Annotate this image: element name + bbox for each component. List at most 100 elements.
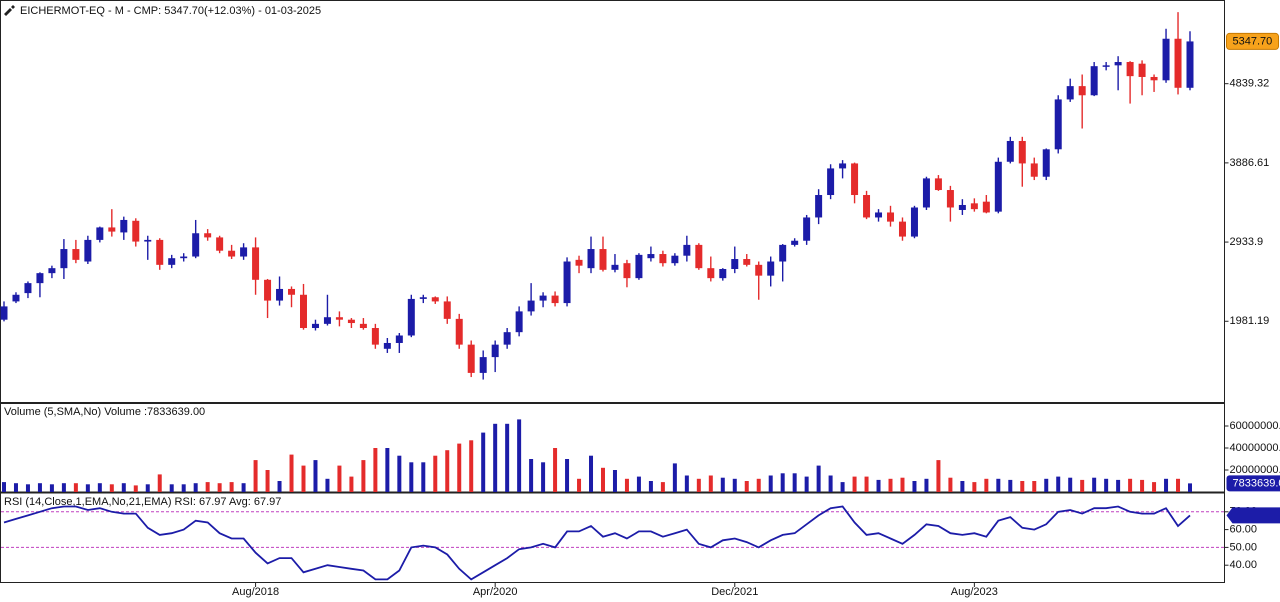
volume-bar [385, 448, 390, 492]
candle-body [264, 279, 272, 301]
candle-body [503, 332, 511, 345]
candle-body [276, 288, 284, 301]
candle-body [216, 237, 224, 251]
candle-body [120, 219, 128, 233]
candle-body [407, 298, 415, 336]
volume-bar [948, 477, 953, 492]
candle-body [659, 254, 667, 264]
volume-bar [181, 484, 186, 492]
candle-body [587, 249, 595, 269]
volume-bar [277, 481, 282, 492]
volume-bar [193, 483, 198, 492]
volume-bar [517, 419, 522, 492]
candle-body [695, 244, 703, 269]
volume-bar [1176, 478, 1181, 492]
candle-body [887, 212, 895, 222]
candle-body [623, 263, 631, 279]
candle-body [252, 247, 260, 280]
volume-bar [996, 478, 1001, 492]
candle-body [1162, 38, 1170, 81]
candle-body [36, 273, 44, 284]
candle-body [994, 161, 1002, 212]
candle-body [946, 190, 954, 208]
volume-bar [457, 443, 462, 492]
candle-body [791, 240, 799, 245]
volume-bar [600, 467, 605, 492]
volume-bar [672, 463, 677, 492]
volume-bar [397, 455, 402, 492]
candle-body [1054, 99, 1062, 150]
candle-body [419, 297, 427, 299]
candle-body [24, 283, 32, 294]
candle-body [755, 264, 763, 276]
candle-body [323, 317, 331, 324]
volume-bar [720, 477, 725, 492]
volume-bar [361, 460, 366, 492]
volume-bar [373, 448, 378, 492]
volume-bar [756, 478, 761, 492]
volume-bar [804, 476, 809, 492]
volume-bar [13, 483, 18, 492]
price-badge [1226, 32, 1279, 50]
candle-body [922, 178, 930, 208]
volume-bar [840, 482, 845, 492]
candle-body [395, 335, 403, 343]
volume-bar [624, 478, 629, 492]
candle-body [539, 295, 547, 301]
candle-body [1114, 62, 1122, 66]
volume-bar [648, 481, 653, 492]
volume-bar [205, 482, 210, 492]
volume-bar [577, 478, 582, 492]
candle-body [934, 178, 942, 191]
candle-body [779, 244, 787, 262]
candle-body [863, 195, 871, 218]
candle-body [827, 168, 835, 196]
candle-body [12, 294, 20, 302]
y-tick-label: 1981.19 [1230, 315, 1270, 327]
plot-layer: 4839.32 3886.61 2933.9 1981.19 5347.70 600000… [0, 12, 1280, 598]
candle-body [1066, 86, 1074, 100]
candle-body [84, 239, 92, 262]
volume-bar [744, 481, 749, 492]
y-tick-label: 40.00 [1230, 559, 1258, 571]
volume-bar [1020, 481, 1025, 492]
volume-bar [253, 460, 258, 492]
candle-body [60, 249, 68, 269]
candle-body [970, 203, 978, 210]
volume-bar [217, 483, 222, 492]
y-tick-label: 60000000.00 [1230, 420, 1280, 432]
volume-bar [828, 475, 833, 492]
candle-body [1078, 86, 1086, 96]
rsi-title: RSI (14,Close,1,EMA,No,21,EMA) RSI: 67.9… [4, 496, 281, 508]
volume-bar [145, 484, 150, 492]
candle-body [1150, 76, 1158, 81]
volume-bar [469, 440, 474, 492]
y-tick-label: 20000000.00 [1230, 464, 1280, 476]
volume-bar [636, 476, 641, 492]
candle-body [551, 295, 559, 304]
volume-bar [481, 432, 486, 492]
volume-bar [541, 462, 546, 492]
volume-bar [73, 483, 78, 492]
volume-bar [888, 478, 893, 492]
volume-bar [493, 423, 498, 492]
candle-body [431, 297, 439, 302]
candle-body [635, 254, 643, 279]
volume-bar [1044, 478, 1049, 492]
candle-body [767, 261, 775, 276]
candle-body [299, 294, 307, 329]
candle-body [168, 258, 176, 265]
volume-bar [445, 450, 450, 492]
volume-bar [289, 454, 294, 492]
rsi-panel [0, 492, 1225, 583]
candle-body [192, 233, 200, 257]
y-tick-label: 2933.9 [1230, 236, 1264, 248]
candle-body [1090, 66, 1098, 96]
candle-body [347, 319, 355, 324]
candle-body [144, 239, 152, 242]
volume-bar [409, 462, 414, 492]
volume-bar [852, 476, 857, 492]
x-tick-label: Dec/2021 [711, 586, 758, 598]
volume-bar [109, 484, 114, 492]
candle-body [839, 163, 847, 169]
